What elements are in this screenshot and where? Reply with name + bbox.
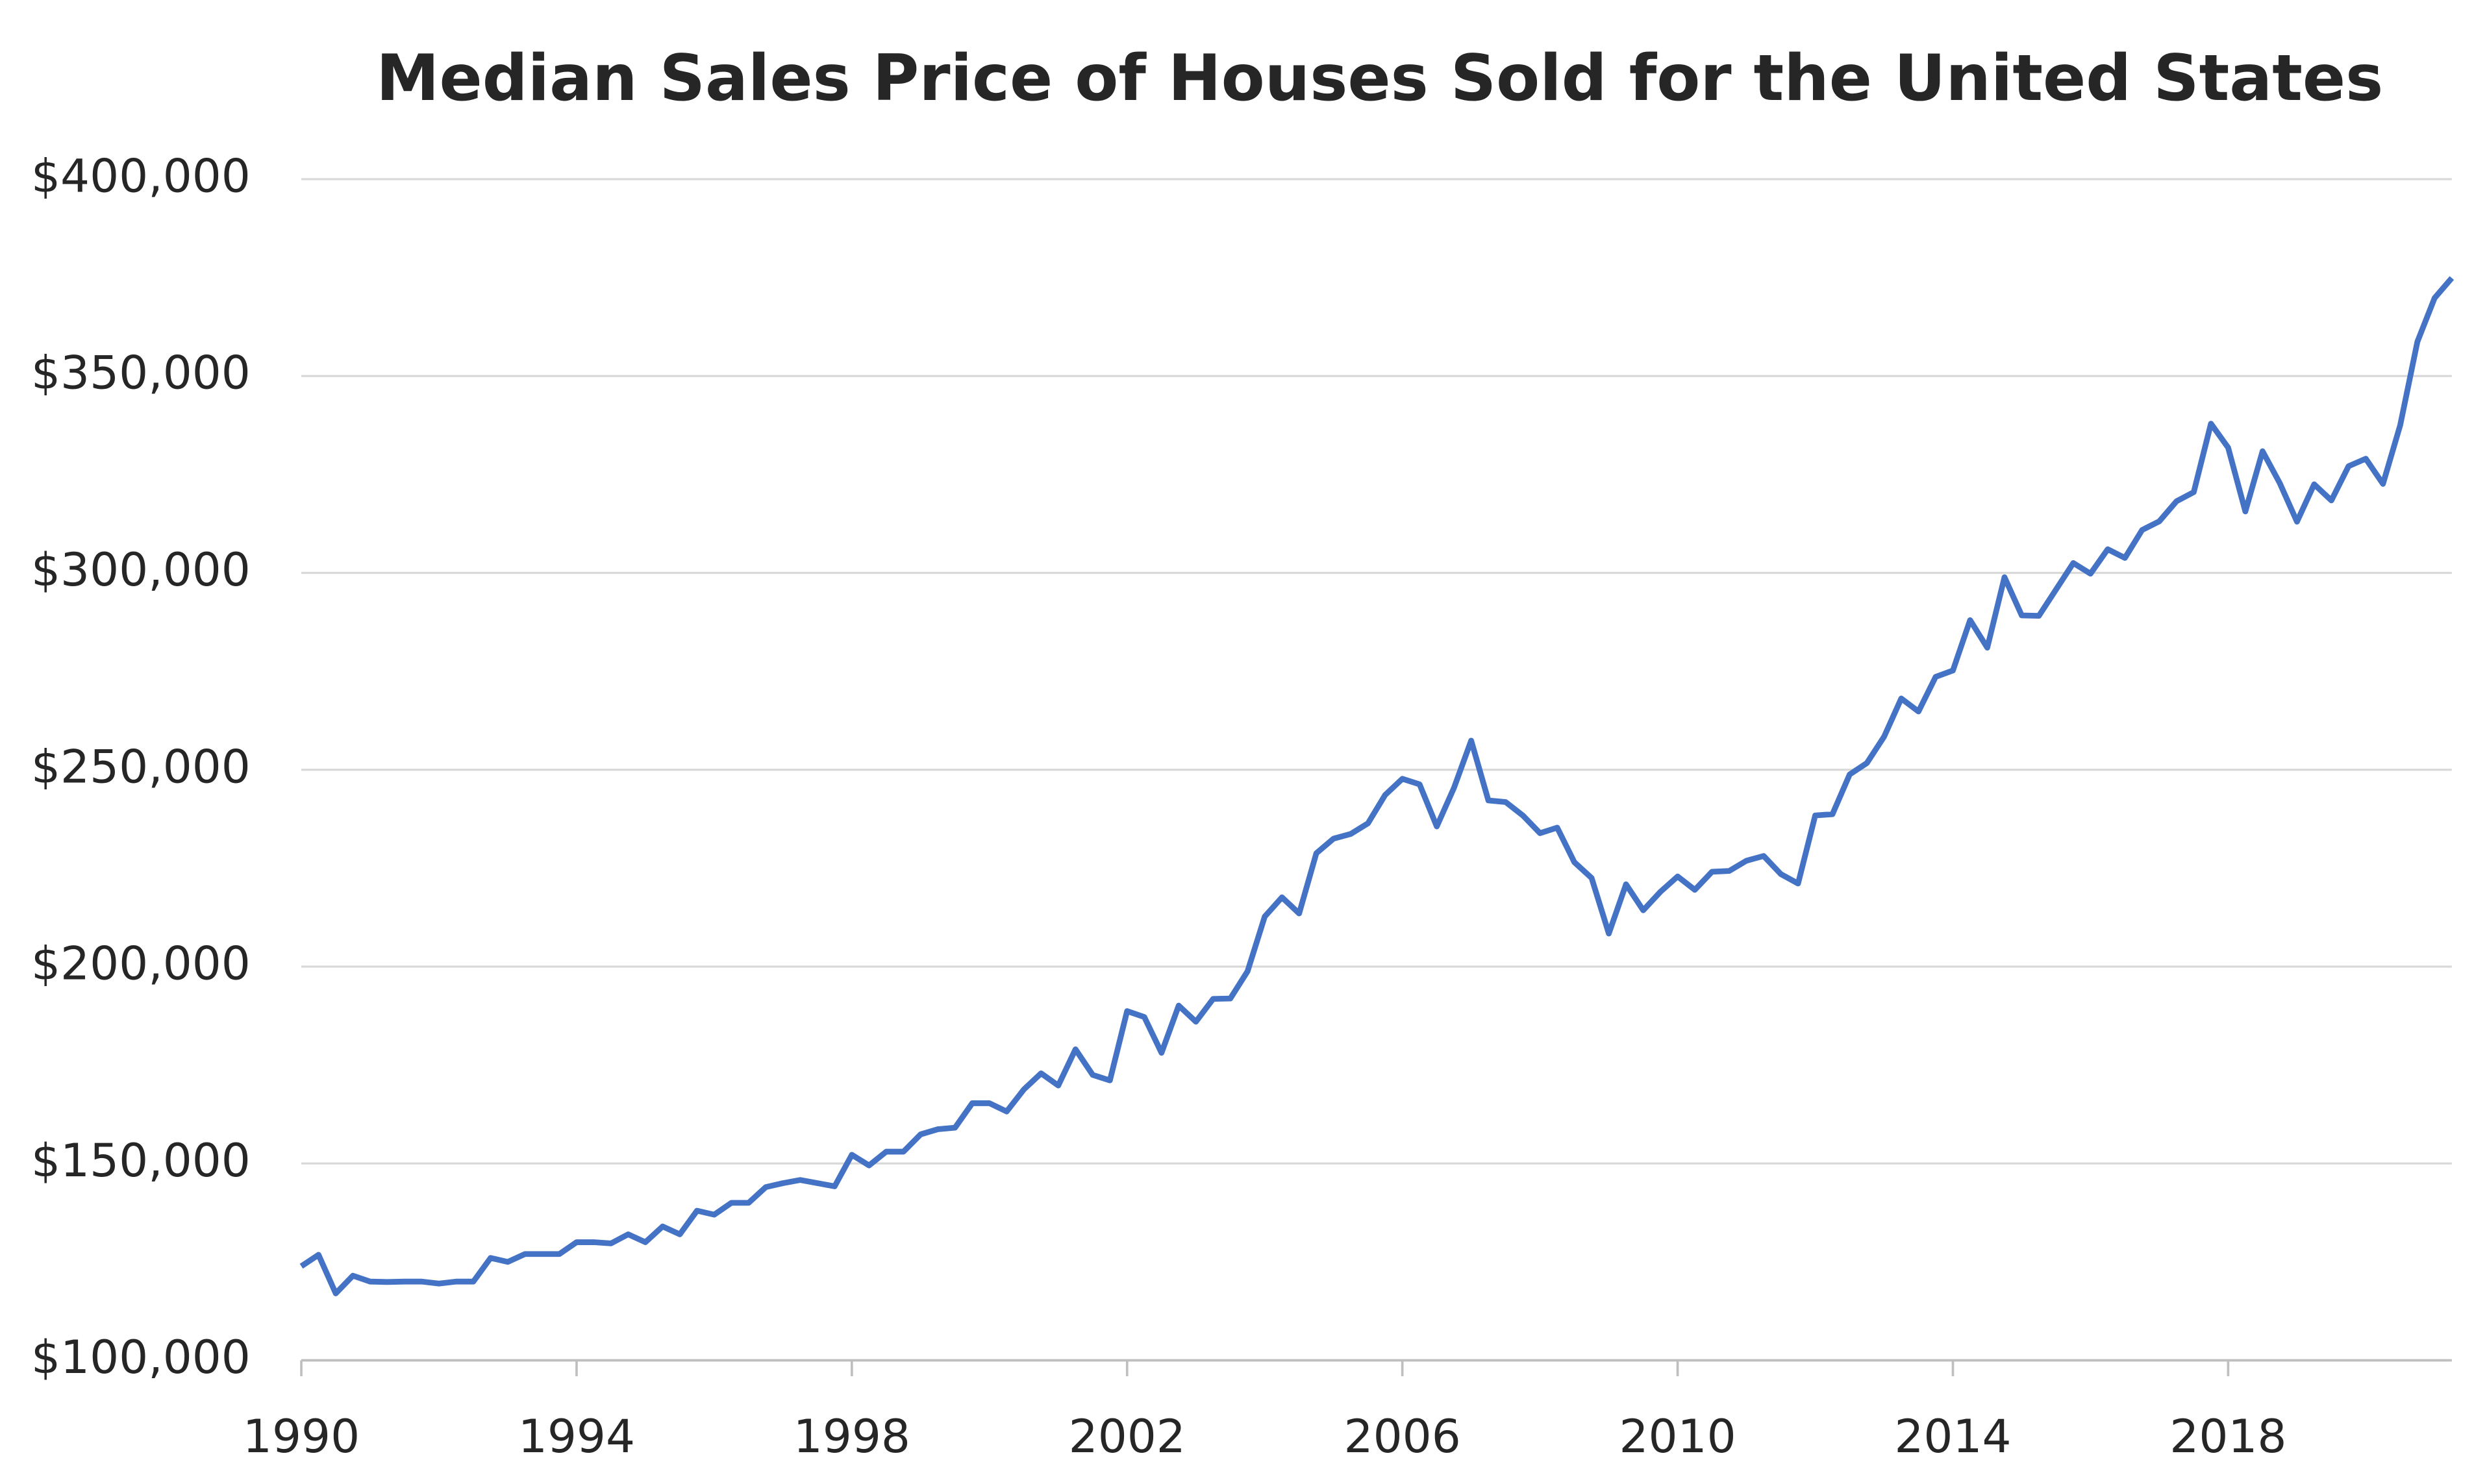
x-tick-label: 2014 xyxy=(1894,1409,2011,1463)
y-tick-label: $300,000 xyxy=(31,543,251,597)
x-tick-label: 1998 xyxy=(793,1409,910,1463)
y-tick-label: $150,000 xyxy=(31,1133,251,1187)
y-tick-label: $350,000 xyxy=(31,346,251,400)
y-tick-label: $250,000 xyxy=(31,739,251,793)
chart-title: Median Sales Price of Houses Sold for th… xyxy=(376,42,2383,116)
x-tick-label: 2010 xyxy=(1619,1409,1736,1463)
y-tick-label: $200,000 xyxy=(31,937,251,991)
x-tick-label: 1990 xyxy=(243,1409,360,1463)
x-tick-label: 2002 xyxy=(1069,1409,1186,1463)
x-tick-label: 1994 xyxy=(518,1409,635,1463)
y-tick-label: $100,000 xyxy=(31,1330,251,1384)
data-line xyxy=(299,276,2455,1296)
x-tick-label: 2018 xyxy=(2169,1409,2286,1463)
x-tick-label: 2006 xyxy=(1344,1409,1461,1463)
y-tick-label: $400,000 xyxy=(31,149,251,203)
